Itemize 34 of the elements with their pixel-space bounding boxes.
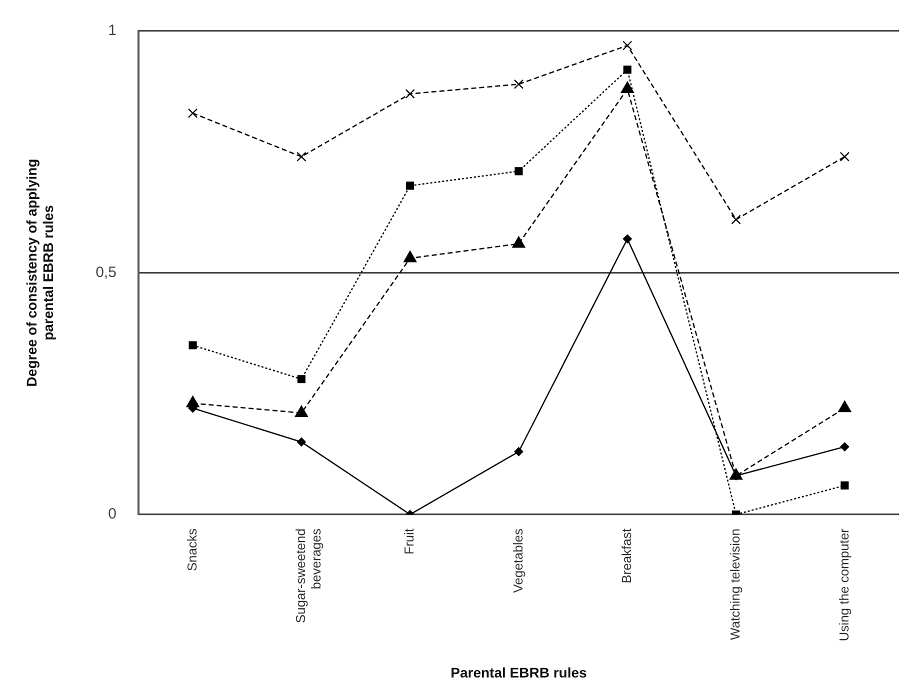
- point: [294, 405, 308, 417]
- point: [512, 236, 526, 248]
- point: [405, 89, 415, 99]
- point: [514, 79, 524, 90]
- point: [297, 375, 306, 384]
- x-tick-label: Breakfast: [618, 528, 634, 584]
- y-tick-label: 0,5: [96, 264, 116, 281]
- point: [731, 214, 741, 224]
- point: [188, 108, 198, 118]
- x-tick-label: Watching television: [728, 528, 743, 640]
- point: [186, 396, 200, 408]
- point: [296, 152, 306, 162]
- point: [296, 437, 306, 446]
- point: [622, 40, 632, 50]
- point: [622, 234, 632, 244]
- y-tick-label: 0: [108, 506, 116, 523]
- x-tick-label: Fruit: [402, 528, 417, 554]
- point: [188, 341, 197, 350]
- x-tick-label: Sugar-sweetend beverages: [293, 528, 324, 624]
- point: [514, 167, 523, 176]
- x-axis-title: Parental EBRB rules: [450, 664, 588, 680]
- point: [840, 152, 850, 162]
- point: [406, 182, 414, 190]
- point: [404, 250, 417, 262]
- y-tick-label: 1: [108, 22, 116, 40]
- point: [514, 447, 524, 456]
- x-tick-label: Using the computer: [836, 528, 852, 642]
- point: [623, 66, 632, 74]
- point: [840, 442, 850, 452]
- y-axis-title: Degree of consistency of applying parental EBRB rules: [23, 158, 56, 387]
- point: [838, 400, 852, 412]
- x-tick-label: Snacks: [184, 528, 200, 572]
- x-tick-label: Vegetables: [510, 528, 526, 593]
- point: [840, 481, 849, 490]
